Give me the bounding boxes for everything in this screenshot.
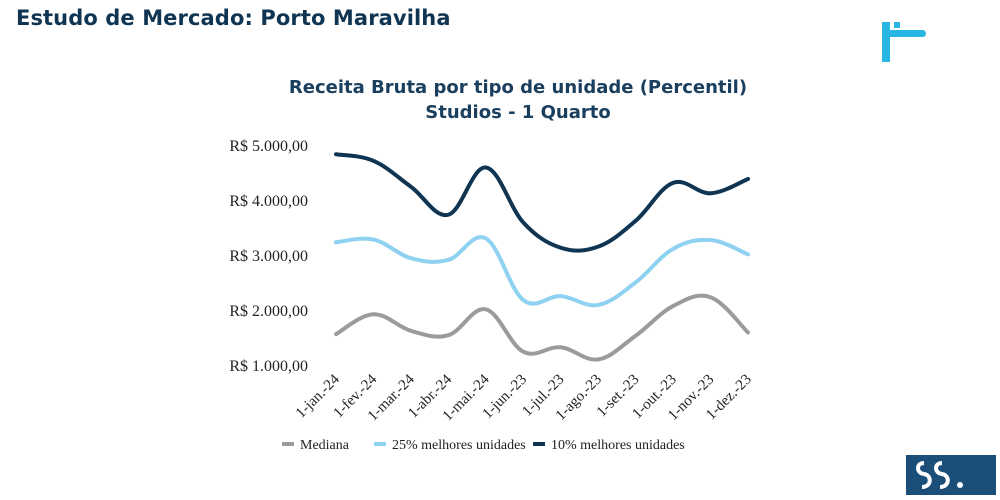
series-line-3	[334, 152, 750, 253]
y-tick-label: R$ 5.000,00	[229, 138, 308, 155]
y-tick-label: R$ 1.000,00	[229, 358, 308, 375]
series-line-1	[334, 293, 750, 362]
chart-subtitle: Studios - 1 Quarto	[425, 102, 610, 123]
legend-label: 25% melhores unidades	[392, 438, 526, 453]
chart-title: Receita Bruta por tipo de unidade (Perce…	[289, 77, 747, 98]
legend-label: Mediana	[300, 438, 350, 453]
brand-monogram-icon	[906, 455, 996, 500]
y-tick-label: R$ 2.000,00	[229, 303, 308, 320]
y-tick-label: R$ 4.000,00	[229, 193, 308, 210]
y-tick-label: R$ 3.000,00	[229, 248, 308, 265]
legend-label: 10% melhores unidades	[551, 438, 685, 453]
page-title: Estudo de Mercado: Porto Maravilha	[16, 6, 451, 30]
brand-logo-icon	[878, 20, 928, 69]
series-line-2	[334, 235, 750, 308]
